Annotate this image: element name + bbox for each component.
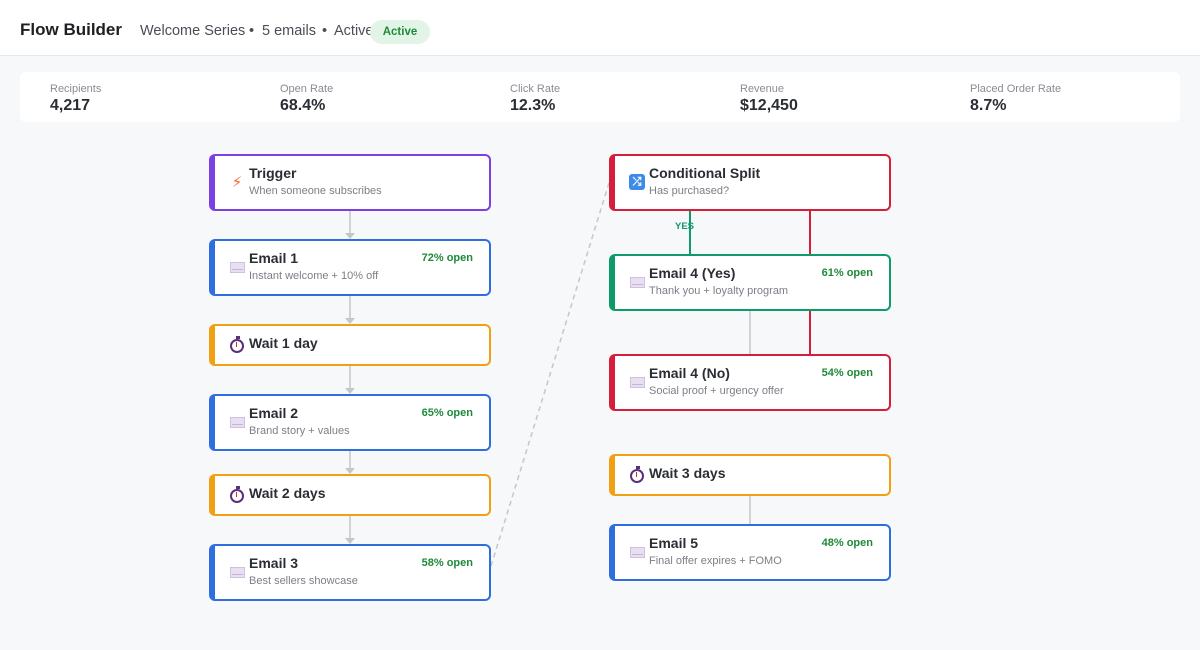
arrow-head <box>345 388 355 394</box>
stat-label: Placed Order Rate <box>970 83 1062 95</box>
email-count: 5 emails <box>262 23 316 39</box>
node-title: Wait 3 days <box>649 465 726 481</box>
node-title: Email 5 <box>649 535 699 551</box>
node-title: Email 2 <box>249 405 299 421</box>
breadcrumb-separator: • <box>322 23 328 39</box>
stat-value: $12,450 <box>740 97 798 114</box>
open-rate: 72% open <box>421 252 473 264</box>
node-subtitle: Final offer expires + FOMO <box>649 555 782 567</box>
envelope-icon <box>629 544 645 560</box>
envelope-icon <box>229 259 245 275</box>
node-title: Email 4 (No) <box>649 365 730 381</box>
email-4-no-node[interactable]: Email 4 (No) Social proof + urgency offe… <box>609 354 891 411</box>
node-subtitle: Thank you + loyalty program <box>649 285 789 297</box>
page-title: Flow Builder <box>20 20 122 39</box>
stat-label: Recipients <box>50 83 102 95</box>
lightning-bolt-icon: ⚡ <box>231 174 243 191</box>
trigger-node[interactable]: ⚡ Trigger When someone subscribes <box>209 154 491 211</box>
conditional-split-node[interactable]: ⤮ Conditional Split Has purchased? <box>609 154 891 211</box>
stat-recipients: Recipients 4,217 <box>50 83 101 115</box>
stat-value: 12.3% <box>510 97 556 114</box>
open-rate: 61% open <box>821 267 873 279</box>
top-bar: Flow Builder Welcome Series • 5 emails •… <box>0 0 1200 56</box>
wait-3-node[interactable]: Wait 3 days <box>609 454 891 496</box>
stat-revenue: Revenue $12,450 <box>740 83 798 115</box>
envelope-icon <box>629 274 645 290</box>
node-subtitle: Has purchased? <box>649 185 730 197</box>
node-subtitle: When someone subscribes <box>249 185 382 197</box>
node-subtitle: Social proof + urgency offer <box>649 385 784 397</box>
stat-label: Click Rate <box>510 83 561 95</box>
node-title: Wait 2 days <box>249 485 326 501</box>
arrow-head <box>345 538 355 544</box>
arrow-head <box>345 233 355 239</box>
envelope-icon <box>629 374 645 390</box>
stat-value: 8.7% <box>970 97 1007 114</box>
stat-label: Open Rate <box>280 83 334 95</box>
flow-name[interactable]: Welcome Series <box>140 23 246 39</box>
node-subtitle: Brand story + values <box>249 425 350 437</box>
email-2-node[interactable]: Email 2 Brand story + values 65% open <box>209 394 491 451</box>
open-rate: 54% open <box>821 367 873 379</box>
email-5-node[interactable]: Email 5 Final offer expires + FOMO 48% o… <box>609 524 891 581</box>
wait-1-node[interactable]: Wait 1 day <box>209 324 491 366</box>
arrow-head <box>345 468 355 474</box>
envelope-icon <box>229 414 245 430</box>
email-4-yes-node[interactable]: Email 4 (Yes) Thank you + loyalty progra… <box>609 254 891 311</box>
breadcrumb-separator: • <box>249 23 255 39</box>
connector-dashed <box>490 182 610 567</box>
stat-placed-order-rate: Placed Order Rate 8.7% <box>970 83 1061 115</box>
stat-open-rate: Open Rate 68.4% <box>280 83 333 115</box>
stopwatch-icon <box>229 336 245 354</box>
open-rate: 48% open <box>821 537 873 549</box>
stopwatch-icon <box>629 466 645 484</box>
node-title: Conditional Split <box>649 165 761 181</box>
node-title: Trigger <box>249 165 297 181</box>
node-title: Email 1 <box>249 250 299 266</box>
node-subtitle: Instant welcome + 10% off <box>249 270 379 282</box>
node-title: Wait 1 day <box>249 335 318 351</box>
flow-status-text: Active <box>334 23 374 39</box>
stopwatch-icon <box>229 486 245 504</box>
stat-value: 4,217 <box>50 97 91 114</box>
wait-2-node[interactable]: Wait 2 days <box>209 474 491 516</box>
node-subtitle: Best sellers showcase <box>249 575 358 587</box>
envelope-icon <box>229 564 245 580</box>
stat-label: Revenue <box>740 83 785 95</box>
node-title: Email 4 (Yes) <box>649 265 736 281</box>
stat-click-rate: Click Rate 12.3% <box>510 83 560 115</box>
email-1-node[interactable]: Email 1 Instant welcome + 10% off 72% op… <box>209 239 491 296</box>
open-rate: 58% open <box>421 557 473 569</box>
stats-panel: Recipients 4,217 Open Rate 68.4% Click R… <box>20 72 1180 122</box>
open-rate: 65% open <box>421 407 473 419</box>
email-3-node[interactable]: Email 3 Best sellers showcase 58% open <box>209 544 491 601</box>
status-badge[interactable]: Active <box>370 20 430 44</box>
node-title: Email 3 <box>249 555 299 571</box>
yes-branch-label: YES <box>675 221 695 232</box>
arrow-head <box>345 318 355 324</box>
stat-value: 68.4% <box>280 97 326 114</box>
shuffle-icon: ⤮ <box>629 174 645 190</box>
